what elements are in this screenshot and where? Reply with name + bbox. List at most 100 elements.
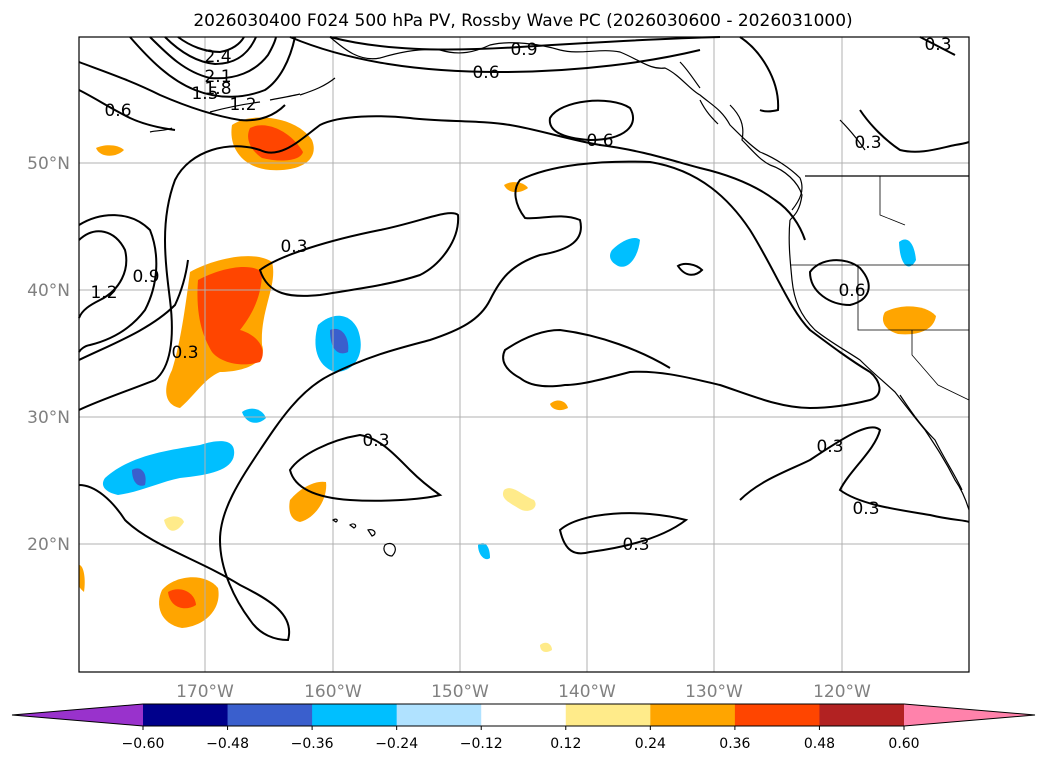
positive-anomaly-small-2-core (168, 589, 196, 609)
contour-label: 0.9 (510, 40, 537, 60)
contour-label: 0.3 (362, 431, 389, 451)
contour-label: 0.6 (104, 101, 131, 121)
negative-anomaly-small-4 (899, 239, 916, 267)
contour-0.3-east (739, 426, 970, 523)
contour-label: 1.8 (204, 79, 231, 99)
colorbar-tick-label: −0.48 (206, 736, 249, 752)
colorbar-segment (734, 704, 820, 726)
lat-label-50n: 50°N (27, 154, 70, 174)
state-borders (790, 176, 970, 401)
contour-label: 2.4 (204, 47, 231, 67)
positive-anomaly-small-7 (164, 516, 184, 531)
map-frame (78, 36, 970, 673)
lat-label-20n: 20°N (27, 535, 70, 555)
contour-0.3-lower (288, 433, 443, 502)
contour-label: 0.3 (171, 343, 198, 363)
colorbar-segment (819, 704, 905, 726)
contour-0.3-south (78, 160, 881, 642)
contour-1.2-west (78, 230, 128, 319)
contour-label: 0.6 (838, 281, 865, 301)
contour-high-1.5 (149, 36, 277, 80)
map-panel: 2.4 2.1 1.8 1.5 1.2 0.9 0.6 0.6 0.6 0.3 … (78, 35, 970, 673)
longitude-labels: 170°W 160°W 150°W 140°W 130°W 120°W (176, 682, 871, 702)
contour-label: 1.2 (90, 283, 117, 303)
positive-anomaly-small-8 (550, 400, 568, 411)
lon-label-150w: 150°W (431, 682, 489, 702)
negative-anomaly-small-3 (478, 543, 490, 560)
contour-high-0.9 (78, 61, 286, 122)
lat-label-30n: 30°N (27, 408, 70, 428)
lon-label-130w: 130°W (685, 682, 743, 702)
contour-label: 0.3 (852, 499, 879, 519)
figure-title: 2026030400 F024 500 hPa PV, Rossby Wave … (193, 11, 852, 31)
positive-anomaly-small-6 (96, 145, 124, 156)
contour-label: 1.5 (191, 84, 218, 104)
hawaii-islands (331, 518, 396, 557)
contour-0.9-west (78, 214, 158, 353)
contour-0.3-sub (558, 512, 689, 555)
colorbar-extend-low (12, 704, 143, 726)
contour-label: 0.3 (816, 437, 843, 457)
colorbar-tick-label: 0.36 (719, 736, 750, 752)
shading-layer (79, 117, 936, 653)
colorbar-tick-label: −0.36 (291, 736, 334, 752)
positive-anomaly-small-4 (502, 488, 536, 511)
contour-0.3-ne (859, 36, 970, 153)
negative-anomaly-southwest-core (132, 468, 146, 486)
contour-label: 1.2 (229, 95, 256, 115)
colorbar-tick-label: −0.24 (375, 736, 418, 752)
contour-label: 0.3 (924, 35, 951, 55)
contour-label: 0.6 (586, 131, 613, 151)
lon-label-170w: 170°W (176, 682, 234, 702)
colorbar-tick-label: 0.48 (804, 736, 835, 752)
colorbar-segment (481, 704, 567, 726)
colorbar-tick-label: −0.12 (460, 736, 503, 752)
contour-high-2.1 (177, 36, 245, 54)
contour-0.9-north (329, 36, 721, 51)
colorbar-tick-label: −0.60 (122, 736, 165, 752)
colorbar-segment (227, 704, 313, 726)
baja-coast (899, 394, 963, 491)
contour-label: 0.9 (132, 267, 159, 287)
positive-anomaly-small-9 (540, 642, 552, 653)
positive-anomaly-small-3 (882, 306, 936, 335)
us-west-coast (788, 219, 970, 511)
negative-anomaly-east-core (330, 328, 349, 354)
contour-labels: 2.4 2.1 1.8 1.5 1.2 0.9 0.6 0.6 0.6 0.3 … (90, 35, 951, 555)
contour-label: 0.3 (280, 237, 307, 257)
pv-contours (78, 36, 970, 642)
lat-label-40n: 40°N (27, 281, 70, 301)
positive-anomaly-central-core (197, 266, 263, 365)
graticule (79, 37, 969, 672)
colorbar-tick-label: 0.24 (635, 736, 666, 752)
latitude-labels: 50°N 40°N 30°N 20°N (27, 154, 70, 555)
lon-label-140w: 140°W (558, 682, 616, 702)
colorbar-extend-high (904, 704, 1035, 726)
northwest-coast-islands (679, 61, 866, 151)
colorbar-segment (143, 704, 229, 726)
colorbar: −0.60 −0.48 −0.36 −0.24 −0.12 0.12 0.24 0.36 0.4… (11, 703, 1036, 752)
contour-label: 2.1 (204, 67, 231, 87)
contour-0.3-inner (258, 212, 460, 297)
bc-coast (729, 104, 803, 221)
contour-0.6-north (289, 36, 780, 113)
contour-high-1.2 (129, 36, 296, 98)
contour-0.6-closed (548, 99, 635, 142)
contour-high-0.6 (78, 89, 176, 131)
colorbar-tick-label: 0.60 (888, 736, 919, 752)
contour-0.6-small (676, 262, 704, 276)
contour-label: 0.6 (472, 63, 499, 83)
contour-label: 0.3 (622, 535, 649, 555)
aleutian-islands (149, 77, 336, 133)
negative-anomaly-small-1 (242, 408, 266, 423)
colorbar-segment (396, 704, 482, 726)
lon-label-120w: 120°W (813, 682, 871, 702)
colorbar-segment (565, 704, 651, 726)
colorbar-segment (650, 704, 736, 726)
colorbar-tick-label: 0.12 (550, 736, 581, 752)
contour-high-1.8 (164, 36, 257, 66)
contour-0.6-west (78, 259, 189, 361)
contour-0.6-east (808, 259, 870, 307)
